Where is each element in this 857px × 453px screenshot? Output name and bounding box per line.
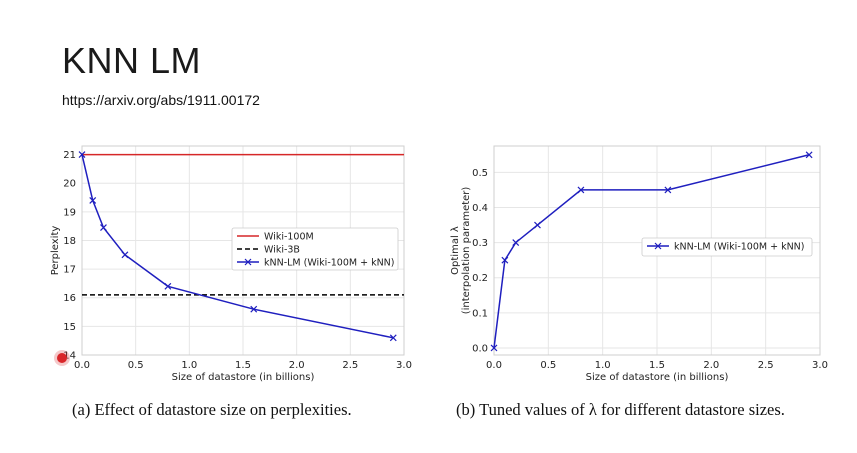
x-axis-label: Size of datastore (in billions) (172, 372, 315, 383)
data-point-marker (534, 221, 541, 229)
legend-marker (244, 258, 252, 266)
x-tick-label: 2.0 (703, 360, 719, 371)
data-point-marker (164, 282, 172, 290)
x-tick-label: 2.5 (758, 360, 774, 371)
y-tick-label: 0.0 (472, 343, 488, 354)
y-tick-label: 0.3 (472, 238, 488, 249)
legend-entry: kNN-LM (Wiki-100M + kNN) (674, 242, 805, 253)
y-tick-label: 0.1 (472, 308, 488, 319)
data-point-marker (89, 196, 97, 204)
y-tick-label: 21 (63, 150, 76, 161)
x-axis-label: Size of datastore (in billions) (586, 372, 729, 383)
legend-marker (654, 242, 662, 250)
y-axis-label: Perplexity (50, 226, 61, 276)
caption-a: (a) Effect of datastore size on perplexi… (72, 400, 352, 419)
data-point-marker (805, 151, 813, 159)
x-tick-label: 1.5 (649, 360, 665, 371)
y-tick-label: 15 (63, 322, 76, 333)
legend-entry: Wiki-3B (264, 245, 300, 256)
x-tick-label: 0.0 (74, 360, 90, 371)
data-point-marker (512, 239, 520, 247)
y-tick-label: 18 (63, 236, 76, 247)
data-point-marker (577, 186, 585, 194)
x-tick-label: 3.0 (396, 360, 412, 371)
data-point-marker (490, 344, 498, 352)
y-tick-label: 0.2 (472, 273, 488, 284)
y-tick-label: 20 (63, 179, 76, 190)
chart-b: 0.0 0.5 1.0 1.5 2.0 2.5 3.0 0.0 0.1 0.2 0.3 0.4 0.5 S… (450, 145, 828, 383)
x-tick-label: 0.5 (128, 360, 144, 371)
slide-title: KNN LM (62, 40, 202, 81)
legend-box (641, 237, 813, 257)
x-tick-label: 1.0 (595, 360, 611, 371)
y-tick-label: 16 (63, 293, 76, 304)
plot-frame (493, 145, 821, 356)
data-point-marker (100, 224, 107, 232)
legend-entry: kNN-LM (Wiki-100M + kNN) (264, 258, 395, 269)
x-tick-label: 1.0 (181, 360, 197, 371)
laser-pointer-dot (57, 353, 67, 363)
y-tick-label: 14 (63, 351, 76, 362)
chart-a: 0.0 0.5 1.0 1.5 2.0 2.5 3.0 14 15 16 17 18 19 20 21 Siz… (50, 145, 412, 383)
data-point-marker (121, 251, 129, 259)
legend-box (231, 227, 399, 271)
data-point-marker (78, 151, 86, 159)
y-tick-label: 17 (63, 265, 76, 276)
x-tick-label: 1.5 (235, 360, 251, 371)
paper-link[interactable]: https://arxiv.org/abs/1911.00172 (62, 92, 260, 108)
data-point-marker (389, 334, 397, 342)
x-tick-label: 0.5 (540, 360, 556, 371)
y-axis-label-secondary: (interpolation parameter) (461, 187, 472, 315)
y-tick-label: 19 (63, 207, 76, 218)
x-tick-label: 0.0 (486, 360, 502, 371)
y-tick-label: 0.4 (472, 203, 488, 214)
legend-entry: Wiki-100M (264, 232, 314, 243)
y-tick-label: 0.5 (472, 168, 488, 179)
data-point-marker (501, 256, 509, 264)
y-axis-label: Optimal λ (450, 226, 461, 275)
x-tick-label: 2.5 (342, 360, 358, 371)
data-point-marker (250, 305, 258, 313)
x-tick-label: 3.0 (812, 360, 828, 371)
data-point-marker (664, 186, 672, 194)
x-tick-label: 2.0 (289, 360, 305, 371)
plot-frame (81, 145, 405, 356)
caption-b: (b) Tuned values of λ for different data… (456, 400, 785, 419)
